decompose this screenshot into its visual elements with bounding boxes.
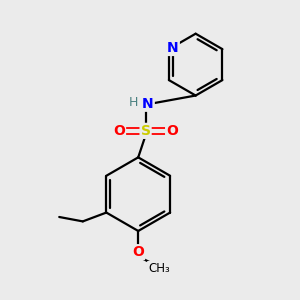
Text: N: N (142, 97, 154, 111)
Text: O: O (113, 124, 125, 138)
Text: CH₃: CH₃ (148, 262, 170, 275)
Text: N: N (167, 41, 179, 55)
Text: S: S (141, 124, 151, 138)
Text: O: O (166, 124, 178, 138)
Text: H: H (128, 95, 138, 109)
Text: O: O (132, 245, 144, 259)
